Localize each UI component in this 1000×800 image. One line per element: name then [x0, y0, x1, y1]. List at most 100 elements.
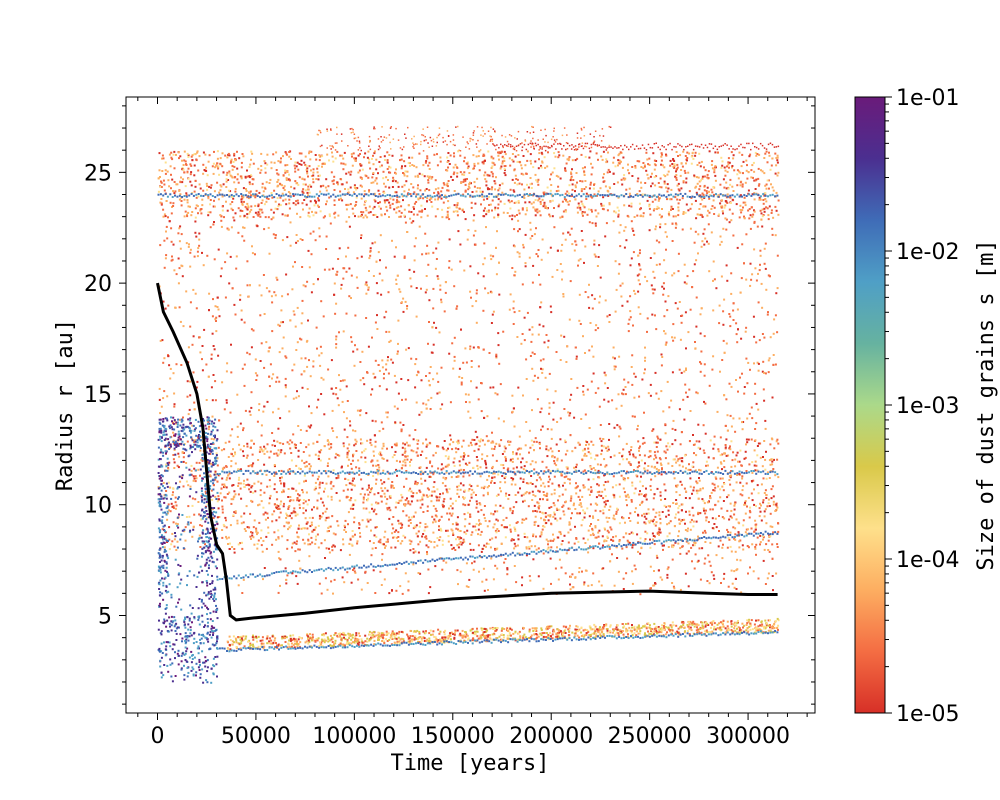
dust-particle-point — [493, 163, 496, 166]
dust-particle-point — [658, 528, 661, 531]
dust-particle-point — [413, 525, 416, 528]
dust-particle-point — [457, 448, 460, 451]
dust-particle-point — [739, 559, 742, 562]
dust-particle-point — [379, 570, 382, 573]
dust-particle-point — [306, 527, 309, 530]
dust-particle-point — [704, 531, 707, 534]
dust-particle-point — [564, 167, 567, 170]
dust-particle-point — [666, 183, 669, 186]
dust-particle-point — [558, 154, 561, 157]
dust-particle-point — [547, 543, 549, 546]
dust-particle-point — [531, 333, 534, 336]
dust-particle-point — [348, 482, 351, 485]
dust-particle-point — [450, 476, 453, 479]
dust-particle-point — [723, 166, 726, 169]
dust-particle-point — [539, 411, 542, 414]
dust-particle-point — [363, 156, 365, 159]
dust-particle-point — [456, 214, 459, 217]
dust-particle-point — [316, 533, 319, 536]
dust-particle-point — [636, 521, 639, 524]
dust-particle-point — [278, 516, 281, 519]
dust-particle-point — [327, 443, 330, 446]
dust-particle-point — [189, 325, 192, 328]
dust-particle-point — [552, 533, 554, 536]
dust-particle-point — [707, 242, 710, 245]
dust-particle-point — [199, 449, 202, 452]
dust-particle-point — [276, 508, 279, 510]
dust-particle-point — [285, 153, 288, 156]
dust-particle-point — [193, 255, 196, 258]
dust-particle-point — [490, 557, 493, 560]
dust-particle-point — [427, 546, 430, 549]
dust-particle-point — [167, 216, 169, 219]
dust-particle-point — [401, 453, 404, 456]
dust-particle-point — [345, 417, 348, 420]
dust-particle-point — [311, 541, 314, 544]
dust-particle-point — [699, 487, 702, 490]
dust-particle-point — [221, 467, 224, 470]
dust-particle-point — [265, 200, 268, 203]
dust-particle-point — [410, 458, 413, 461]
dust-particle-point — [281, 239, 284, 242]
dust-particle-point — [296, 499, 299, 502]
dust-particle-point — [600, 453, 603, 456]
dust-particle-point — [676, 459, 679, 462]
dust-particle-point — [666, 235, 668, 238]
dust-particle-point — [273, 503, 276, 506]
dust-particle-point — [269, 450, 272, 453]
dust-particle-point — [736, 308, 739, 311]
dust-particle-point — [194, 207, 197, 210]
dust-particle-point — [403, 160, 406, 163]
dust-particle-point — [725, 398, 728, 401]
dust-particle-point — [159, 201, 162, 204]
dust-particle-point — [749, 284, 752, 287]
dust-particle-point — [581, 495, 584, 498]
dust-particle-point — [649, 538, 651, 541]
dust-particle-point — [618, 263, 621, 266]
dust-particle-point — [312, 178, 315, 181]
dust-particle-point — [296, 531, 298, 534]
dust-particle-point — [288, 443, 291, 446]
dust-particle-point — [386, 411, 389, 414]
dust-particle-point — [618, 539, 621, 542]
dust-particle-point — [171, 178, 174, 181]
dust-particle-point — [408, 539, 411, 542]
dust-particle-point — [320, 393, 323, 395]
dust-particle-point — [697, 176, 700, 179]
dust-particle-point — [444, 465, 447, 468]
dust-particle-point — [640, 493, 643, 496]
dust-particle-point — [493, 476, 496, 479]
dust-particle-point — [229, 161, 232, 164]
dust-particle-point — [391, 361, 394, 364]
dust-particle-point — [694, 151, 697, 154]
dust-particle-point — [311, 530, 314, 533]
dust-particle-point — [318, 227, 321, 230]
dust-particle-point — [330, 359, 333, 362]
dust-particle-point — [387, 356, 389, 359]
dust-particle-point — [329, 482, 332, 485]
dust-particle-point — [163, 390, 166, 393]
dust-particle-point — [199, 208, 202, 211]
dust-particle-point — [427, 252, 430, 255]
dust-particle-point — [410, 540, 413, 543]
dust-particle-point — [554, 155, 557, 158]
dust-particle-point — [189, 265, 192, 268]
dust-particle-point — [578, 503, 581, 506]
dust-particle-point — [343, 581, 346, 584]
dust-particle-point — [256, 531, 259, 534]
dust-particle-point — [687, 527, 689, 530]
dust-particle-point — [270, 295, 273, 298]
dust-particle-point — [274, 294, 277, 297]
dust-particle-point — [470, 296, 472, 299]
dust-particle-point — [677, 252, 680, 255]
dust-particle-point — [608, 203, 611, 206]
dust-particle-point — [514, 545, 517, 548]
dust-particle-point — [617, 159, 620, 162]
dust-particle-point — [471, 438, 474, 441]
dust-particle-point — [276, 278, 279, 281]
dust-particle-point — [703, 509, 705, 512]
dust-particle-point — [279, 558, 282, 561]
dust-particle-point — [612, 161, 615, 164]
dust-particle-point — [482, 567, 485, 570]
dust-particle-point — [664, 498, 667, 500]
